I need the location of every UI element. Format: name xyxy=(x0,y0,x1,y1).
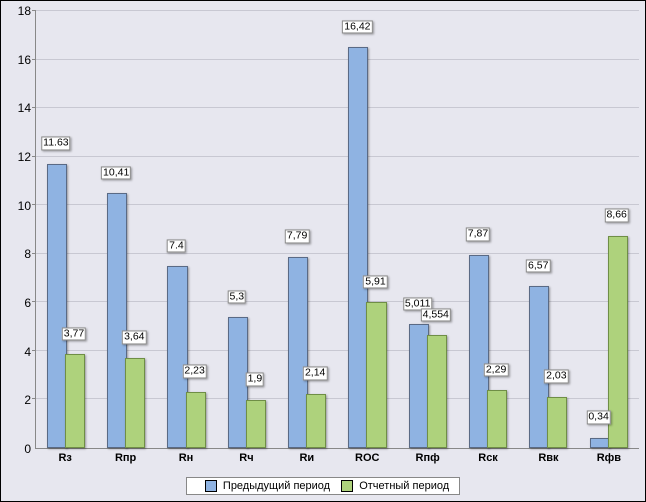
bar-prev xyxy=(288,257,308,448)
value-label: 6,57 xyxy=(526,259,550,273)
y-tick-label: 10 xyxy=(18,199,31,213)
value-label: 4,554 xyxy=(421,308,451,322)
value-label: 2,23 xyxy=(182,365,206,379)
bar-prev xyxy=(409,324,429,448)
value-label: 5,3 xyxy=(227,290,246,304)
bar-prev xyxy=(590,438,610,448)
value-label: 7,87 xyxy=(466,228,490,242)
bar-curr xyxy=(306,394,326,448)
x-axis-labels: RзRпрRнRчRиROCRпфRскRвкRфв xyxy=(35,449,639,471)
value-label: 16,42 xyxy=(342,20,372,34)
value-label: 7,79 xyxy=(285,230,309,244)
x-tick-label: ROC xyxy=(337,449,397,471)
x-tick-label: Rвк xyxy=(518,449,578,471)
x-tick-label: Rфв xyxy=(579,449,639,471)
y-tick xyxy=(32,253,36,254)
y-tick xyxy=(32,350,36,351)
x-tick-label: Rи xyxy=(277,449,337,471)
value-label: 11.63 xyxy=(41,137,71,151)
bar-prev xyxy=(47,164,67,448)
bar-groups: 11.63 3,77 10,41 3,64 7.4 2,23 5,3 1,9 7,79 2,14 1… xyxy=(36,11,639,448)
bar-curr xyxy=(427,335,447,448)
x-tick-label: Rч xyxy=(216,449,276,471)
x-tick-label: Rн xyxy=(156,449,216,471)
y-tick-label: 8 xyxy=(24,247,31,261)
bar-prev xyxy=(469,255,489,448)
bar-group: 16,42 5,91 xyxy=(337,11,397,448)
bar-group: 5,0114,554 xyxy=(398,11,458,448)
y-tick xyxy=(32,398,36,399)
y-tick-label: 12 xyxy=(18,150,31,164)
legend-swatch-1 xyxy=(205,480,217,492)
bar-curr xyxy=(547,397,567,448)
legend-label-1: Предыдущий период xyxy=(223,480,330,492)
y-tick xyxy=(32,59,36,60)
value-label: 3,77 xyxy=(62,327,86,341)
y-tick-label: 4 xyxy=(24,345,31,359)
legend-box: Предыдущий период Отчетный период xyxy=(186,477,460,495)
bar-prev xyxy=(107,193,127,448)
bar-curr xyxy=(186,392,206,448)
chart-body: 11.63 3,77 10,41 3,64 7.4 2,23 5,3 1,9 7,79 2,14 1… xyxy=(35,11,639,449)
chart-inner: 0 2 4 6 8 10 12 14 16 18 11.63 3,77 10,41 3,64 7.4 2,2… xyxy=(1,1,645,501)
x-tick-label: Rпф xyxy=(397,449,457,471)
value-label: 3,64 xyxy=(122,330,146,344)
bar-curr xyxy=(125,358,145,448)
x-tick-label: Rз xyxy=(35,449,95,471)
bar-curr xyxy=(65,354,85,448)
x-tick-label: Rск xyxy=(458,449,518,471)
bar-curr xyxy=(487,390,507,448)
y-tick xyxy=(32,204,36,205)
value-label: 2,03 xyxy=(544,370,568,384)
value-label: 8,66 xyxy=(604,209,628,223)
value-label: 10,41 xyxy=(101,166,131,180)
value-label: 1,9 xyxy=(246,373,265,387)
value-label: 7.4 xyxy=(167,239,186,253)
y-axis: 024681012141618 xyxy=(7,11,35,449)
bar-curr xyxy=(366,302,386,447)
bar-group: 7,87 2,29 xyxy=(458,11,518,448)
y-tick xyxy=(32,107,36,108)
legend: Предыдущий период Отчетный период xyxy=(7,477,639,495)
y-tick-label: 0 xyxy=(24,442,31,456)
x-tick-label: Rпр xyxy=(95,449,155,471)
y-tick xyxy=(32,156,36,157)
value-label: 2,29 xyxy=(484,363,508,377)
bar-curr xyxy=(246,400,266,448)
legend-swatch-2 xyxy=(341,480,353,492)
bar-group: 11.63 3,77 xyxy=(36,11,96,448)
legend-label-2: Отчетный период xyxy=(359,480,449,492)
y-tick xyxy=(32,301,36,302)
bar-group: 10,41 3,64 xyxy=(96,11,156,448)
bar-prev xyxy=(529,286,549,447)
y-tick xyxy=(32,10,36,11)
plot-area: 024681012141618 11.633,7710,413,647.42,2… xyxy=(7,11,639,449)
bar-group: 6,57 2,03 xyxy=(518,11,578,448)
value-label: 5,91 xyxy=(363,275,387,289)
bar-group: 0,34 8,66 xyxy=(579,11,639,448)
chart-frame: 0 2 4 6 8 10 12 14 16 18 11.63 3,77 10,41 3,64 7.4 2,2… xyxy=(0,0,646,502)
bar-group: 7,79 2,14 xyxy=(277,11,337,448)
y-tick-label: 6 xyxy=(24,296,31,310)
bar-group: 5,3 1,9 xyxy=(217,11,277,448)
bar-group: 7.4 2,23 xyxy=(157,11,217,448)
value-label: 0,34 xyxy=(586,411,610,425)
y-tick-label: 2 xyxy=(24,393,31,407)
bar-prev xyxy=(167,266,187,448)
y-tick-label: 14 xyxy=(18,101,31,115)
y-tick-label: 16 xyxy=(18,53,31,67)
y-tick-label: 18 xyxy=(18,4,31,18)
bar-prev xyxy=(348,47,368,448)
value-label: 2,14 xyxy=(303,367,327,381)
